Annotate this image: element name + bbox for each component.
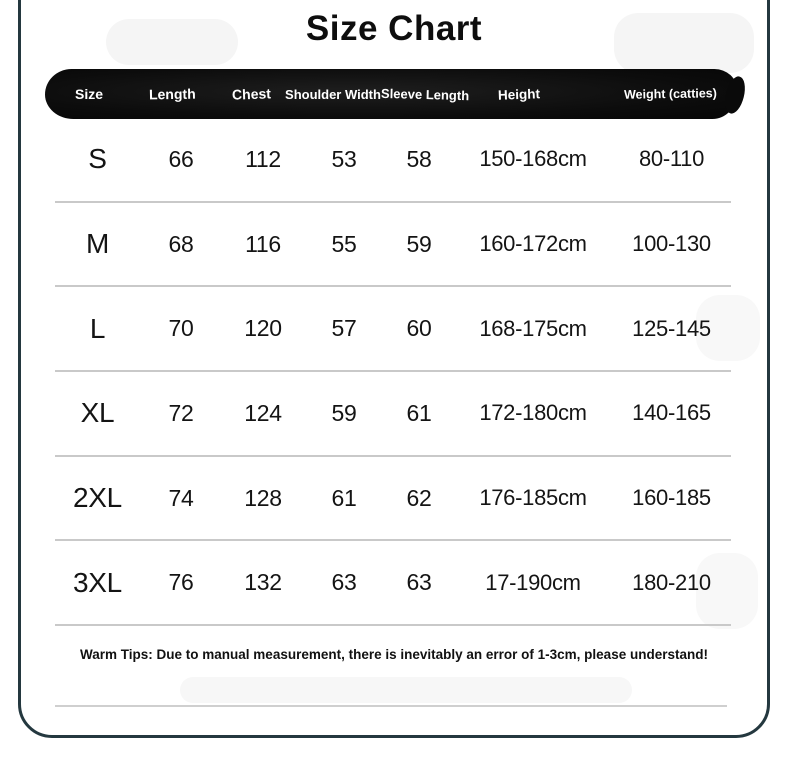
background-blob bbox=[696, 553, 758, 629]
size-table: S 66 112 53 58 150-168cm 80-110 M 68 116… bbox=[55, 118, 731, 627]
cell-shoulder: 57 bbox=[331, 315, 357, 342]
cell-weight: 140-165 bbox=[632, 400, 711, 426]
cell-height: 160-172cm bbox=[479, 231, 587, 257]
size-chart-card: Size Chart Size Length Chest Shoulder Wi… bbox=[18, 0, 770, 738]
cell-chest: 120 bbox=[244, 315, 282, 342]
column-header-height: Height bbox=[497, 85, 541, 103]
table-header-bar: Size Length Chest Shoulder Width Sleeve … bbox=[45, 69, 737, 119]
card-content: Size Chart Size Length Chest Shoulder Wi… bbox=[18, 3, 770, 741]
column-header-length: Length bbox=[148, 85, 196, 103]
column-header-weight: Weight (catties) bbox=[623, 86, 717, 102]
cell-sleeve: 60 bbox=[406, 315, 432, 342]
table-row-l: L 70 120 57 60 168-175cm 125-145 bbox=[55, 287, 731, 373]
table-row-3xl: 3XL 76 132 63 63 17-190cm 180-210 bbox=[55, 541, 731, 627]
cell-shoulder: 61 bbox=[331, 484, 357, 511]
cell-weight: 80-110 bbox=[638, 146, 705, 172]
column-header-size: Size bbox=[74, 86, 103, 102]
cell-height: 172-180cm bbox=[479, 400, 587, 426]
cell-sleeve: 58 bbox=[406, 145, 432, 172]
warm-tips-note: Warm Tips: Due to manual measurement, th… bbox=[80, 647, 708, 662]
cell-weight: 100-130 bbox=[632, 231, 711, 257]
column-header-sleeve-length: Sleeve Length bbox=[380, 85, 470, 103]
cell-sleeve: 63 bbox=[406, 569, 432, 596]
background-blob bbox=[106, 19, 238, 65]
cell-sleeve: 62 bbox=[406, 484, 432, 511]
cell-weight: 160-185 bbox=[632, 485, 711, 511]
background-blob bbox=[614, 13, 754, 73]
cell-weight: 180-210 bbox=[632, 569, 711, 595]
cell-chest: 112 bbox=[245, 145, 281, 172]
table-row-s: S 66 112 53 58 150-168cm 80-110 bbox=[55, 118, 731, 203]
cell-chest: 124 bbox=[244, 399, 282, 426]
cell-sleeve: 61 bbox=[406, 399, 432, 426]
cell-length: 66 bbox=[168, 145, 194, 172]
cell-height: 168-175cm bbox=[479, 315, 587, 341]
cell-shoulder: 63 bbox=[331, 569, 357, 596]
cell-size: 3XL bbox=[73, 566, 122, 598]
cell-size: M bbox=[85, 228, 110, 260]
cell-weight: 125-145 bbox=[632, 315, 711, 341]
table-row-2xl: 2XL 74 128 61 62 176-185cm 160-185 bbox=[55, 457, 731, 542]
table-row-xl: XL 72 124 59 61 172-180cm 140-165 bbox=[55, 372, 731, 457]
table-row-m: M 68 116 55 59 160-172cm 100-130 bbox=[55, 203, 731, 288]
cell-chest: 116 bbox=[245, 230, 281, 257]
cell-sleeve: 59 bbox=[406, 230, 432, 257]
column-header-shoulder-width: Shoulder Width bbox=[285, 86, 381, 102]
footer-divider bbox=[55, 705, 727, 707]
cell-length: 72 bbox=[168, 399, 194, 426]
cell-shoulder: 59 bbox=[331, 399, 357, 426]
column-header-chest: Chest bbox=[231, 85, 271, 103]
cell-height: 150-168cm bbox=[479, 146, 587, 172]
cell-length: 76 bbox=[168, 569, 194, 596]
cell-shoulder: 55 bbox=[331, 230, 357, 257]
cell-size: 2XL bbox=[73, 482, 122, 514]
cell-height: 176-185cm bbox=[479, 485, 587, 511]
cell-length: 70 bbox=[168, 315, 194, 342]
cell-size: S bbox=[88, 143, 107, 175]
cell-length: 68 bbox=[168, 230, 194, 257]
cell-shoulder: 53 bbox=[331, 145, 357, 172]
page-title: Size Chart bbox=[305, 9, 483, 48]
background-blob bbox=[180, 677, 632, 703]
cell-chest: 128 bbox=[244, 484, 282, 511]
cell-length: 74 bbox=[168, 484, 194, 511]
background-blob bbox=[696, 295, 760, 361]
cell-height: 17-190cm bbox=[485, 569, 581, 595]
cell-size: L bbox=[89, 312, 106, 344]
cell-chest: 132 bbox=[244, 569, 282, 596]
cell-size: XL bbox=[80, 397, 115, 429]
